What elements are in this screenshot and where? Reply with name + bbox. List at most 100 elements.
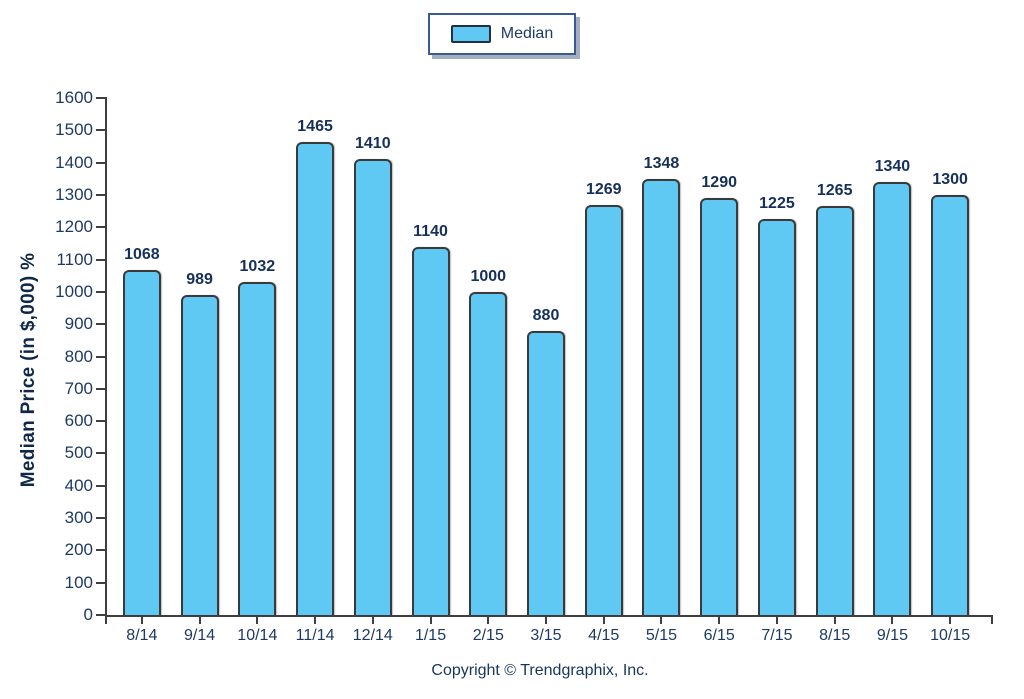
y-axis-line — [105, 97, 107, 624]
bar-value-label: 1300 — [932, 170, 968, 188]
bar-5/15 — [642, 179, 681, 615]
bar-9/15 — [873, 182, 912, 615]
y-tick-label-500: 500 — [64, 443, 93, 463]
y-tick-label-300: 300 — [64, 508, 93, 528]
bar-value-label: 1140 — [413, 222, 448, 240]
y-axis-ticks: 0 100 200 300 400 500 600 700 800 900 1000 1100 1200… — [55, 88, 985, 624]
bar-4/15 — [584, 204, 623, 615]
bar-value-label: 1410 — [355, 135, 391, 153]
y-tick-mark-500 — [96, 452, 105, 455]
y-tick-label-400: 400 — [64, 475, 93, 495]
y-tick-label-1400: 1400 — [55, 152, 93, 172]
bar-value-label: 1032 — [239, 257, 276, 275]
x-tick-mark-8/14 — [140, 617, 143, 624]
x-tick-mark-12/14 — [371, 617, 374, 624]
x-tick-label-9/15: 9/15 — [876, 627, 908, 644]
bar-6/15 — [700, 198, 739, 615]
bar-group-2/15: 1000 2/15 — [459, 98, 517, 644]
bar-value-label: 1269 — [585, 180, 622, 198]
y-tick-mark-400 — [96, 484, 105, 487]
y-axis-title: Median Price (in $,000) % — [18, 252, 39, 488]
y-tick-label-800: 800 — [64, 346, 93, 366]
x-tick-mark-7/15 — [775, 617, 778, 624]
x-axis-end-tick — [991, 617, 993, 624]
bar-group-8/15: 1265 8/15 — [806, 98, 864, 644]
y-tick-mark-1400 — [96, 161, 105, 164]
x-tick-mark-8/15 — [833, 617, 836, 624]
bar-group-12/14: 1410 12/14 — [344, 98, 402, 644]
x-tick-mark-11/14 — [314, 617, 317, 624]
bar-group-9/14: 989 9/14 — [171, 98, 229, 644]
legend: Median — [428, 13, 576, 55]
x-tick-mark-4/15 — [602, 617, 605, 624]
bar-group-11/14: 1465 11/14 — [286, 98, 344, 644]
y-tick-label-600: 600 — [64, 411, 93, 431]
x-tick-mark-3/15 — [545, 617, 547, 624]
x-tick-mark-10/14 — [256, 617, 259, 624]
bar-7/15 — [757, 219, 796, 615]
x-tick-label-7/15: 7/15 — [761, 627, 793, 644]
y-tick-mark-1600 — [96, 97, 105, 99]
y-tick-mark-800 — [96, 355, 105, 358]
y-tick-mark-600 — [96, 420, 105, 423]
x-tick-label-1/15: 1/15 — [414, 627, 447, 644]
x-tick-label-2/15: 2/15 — [472, 627, 504, 644]
y-tick-mark-900 — [96, 323, 105, 326]
y-tick-mark-700 — [96, 387, 105, 390]
y-tick-label-1200: 1200 — [55, 217, 93, 237]
y-tick-label-700: 700 — [64, 378, 93, 398]
bar-group-6/15: 1290 6/15 — [690, 98, 748, 644]
bar-group-7/15: 1225 7/15 — [748, 98, 806, 644]
y-tick-label-200: 200 — [64, 540, 93, 560]
bar-group-10/15: 1300 10/15 — [921, 98, 979, 644]
x-tick-mark-9/15 — [891, 617, 894, 624]
bar-value-label: 1225 — [759, 195, 795, 213]
y-tick-label-1100: 1100 — [56, 249, 93, 269]
bar-value-label: 1265 — [816, 182, 853, 200]
bar-2/15 — [469, 291, 508, 615]
y-tick-label-1000: 1000 — [55, 281, 93, 301]
copyright-text: Copyright © Trendgraphix, Inc. — [431, 662, 649, 679]
y-tick-label-100: 100 — [64, 572, 93, 592]
y-tick-label-1500: 1500 — [55, 120, 93, 140]
x-tick-mark-5/15 — [660, 617, 663, 624]
bar-8/14 — [122, 269, 161, 615]
bar-value-label: 1348 — [643, 155, 680, 173]
x-tick-label-11/14: 11/14 — [295, 627, 335, 644]
y-tick-mark-1500 — [96, 129, 105, 132]
x-tick-mark-10/15 — [949, 617, 952, 624]
x-tick-label-9/14: 9/14 — [184, 627, 216, 644]
bar-10/14 — [238, 281, 277, 615]
x-tick-label-5/15: 5/15 — [645, 627, 678, 644]
bar-group-10/14: 1032 10/14 — [228, 98, 286, 644]
x-tick-label-8/15: 8/15 — [819, 627, 851, 644]
y-tick-mark-1200 — [96, 226, 105, 229]
bar-group-5/15: 1348 5/15 — [633, 98, 691, 644]
bar-value-label: 1465 — [297, 117, 333, 135]
bar-11/14 — [296, 141, 335, 615]
y-tick-mark-1000 — [96, 290, 105, 293]
x-tick-label-8/14: 8/14 — [126, 627, 158, 644]
bar-group-1/15: 1140 1/15 — [402, 98, 460, 644]
x-tick-label-3/15: 3/15 — [530, 627, 562, 644]
plot-area: 0 100 200 300 400 500 600 700 800 900 1000 1100 1200… — [55, 88, 993, 644]
bars: 1068 8/14 989 9/14 1032 10/14 1465 11/14 1410 12/… — [107, 98, 985, 644]
bar-9/14 — [180, 295, 219, 615]
x-tick-label-12/14: 12/14 — [352, 627, 393, 644]
x-tick-label-4/15: 4/15 — [588, 627, 620, 644]
y-tick-mark-0 — [96, 614, 105, 616]
bar-group-9/15: 1340 9/15 — [864, 98, 922, 644]
bar-value-label: 1290 — [701, 174, 737, 192]
y-tick-label-900: 900 — [64, 314, 93, 334]
bar-value-label: 880 — [532, 306, 560, 324]
y-tick-mark-300 — [96, 517, 105, 520]
x-tick-mark-2/15 — [487, 617, 490, 624]
bar-value-label: 989 — [186, 271, 213, 289]
y-tick-mark-100 — [96, 581, 105, 584]
x-tick-label-10/15: 10/15 — [930, 627, 971, 644]
y-tick-mark-200 — [96, 549, 105, 552]
bar-value-label: 1000 — [470, 267, 507, 285]
x-tick-mark-6/15 — [718, 617, 721, 624]
bar-group-3/15: 880 3/15 — [517, 98, 575, 644]
